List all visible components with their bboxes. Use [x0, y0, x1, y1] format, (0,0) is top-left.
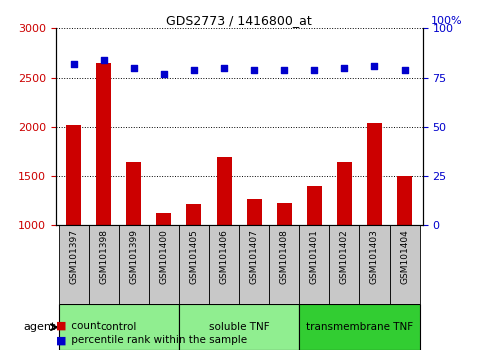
Bar: [209, 225, 239, 304]
Bar: [307, 186, 322, 225]
Point: [190, 67, 198, 73]
Text: GSM101407: GSM101407: [250, 229, 258, 284]
Point: [130, 65, 138, 70]
Bar: [149, 225, 179, 304]
Bar: [58, 304, 179, 350]
Text: GSM101397: GSM101397: [69, 229, 78, 284]
Point: [160, 71, 168, 76]
Bar: [66, 125, 81, 225]
Bar: [367, 123, 382, 225]
Bar: [58, 225, 89, 304]
Text: 100%: 100%: [431, 16, 463, 25]
Text: agent: agent: [23, 322, 56, 332]
Text: GSM101403: GSM101403: [370, 229, 379, 284]
Point: [220, 65, 228, 70]
Text: GSM101408: GSM101408: [280, 229, 289, 284]
Text: ■: ■: [56, 335, 66, 345]
Text: GSM101402: GSM101402: [340, 229, 349, 284]
Bar: [277, 202, 292, 225]
Text: ■: ■: [56, 321, 66, 331]
Bar: [186, 204, 201, 225]
Bar: [179, 304, 299, 350]
Bar: [156, 213, 171, 225]
Text: control: control: [100, 322, 137, 332]
Text: GSM101405: GSM101405: [189, 229, 199, 284]
Bar: [119, 225, 149, 304]
Point: [250, 67, 258, 73]
Title: GDS2773 / 1416800_at: GDS2773 / 1416800_at: [166, 14, 312, 27]
Point: [280, 67, 288, 73]
Point: [401, 67, 409, 73]
Bar: [337, 162, 352, 225]
Text: GSM101400: GSM101400: [159, 229, 169, 284]
Bar: [96, 63, 111, 225]
Text: GSM101398: GSM101398: [99, 229, 108, 284]
Bar: [299, 304, 420, 350]
Bar: [329, 225, 359, 304]
Text: GSM101404: GSM101404: [400, 229, 409, 284]
Text: GSM101399: GSM101399: [129, 229, 138, 284]
Bar: [389, 225, 420, 304]
Bar: [179, 225, 209, 304]
Point: [311, 67, 318, 73]
Point: [370, 63, 378, 69]
Bar: [269, 225, 299, 304]
Bar: [89, 225, 119, 304]
Bar: [299, 225, 329, 304]
Point: [70, 61, 77, 67]
Text: transmembrane TNF: transmembrane TNF: [306, 322, 413, 332]
Bar: [397, 176, 412, 225]
Bar: [239, 225, 269, 304]
Point: [341, 65, 348, 70]
Point: [100, 57, 108, 63]
Text: percentile rank within the sample: percentile rank within the sample: [68, 335, 247, 345]
Text: GSM101406: GSM101406: [220, 229, 228, 284]
Text: soluble TNF: soluble TNF: [209, 322, 270, 332]
Text: GSM101401: GSM101401: [310, 229, 319, 284]
Text: count: count: [68, 321, 100, 331]
Bar: [359, 225, 389, 304]
Bar: [216, 157, 231, 225]
Bar: [247, 199, 262, 225]
Bar: [126, 162, 142, 225]
